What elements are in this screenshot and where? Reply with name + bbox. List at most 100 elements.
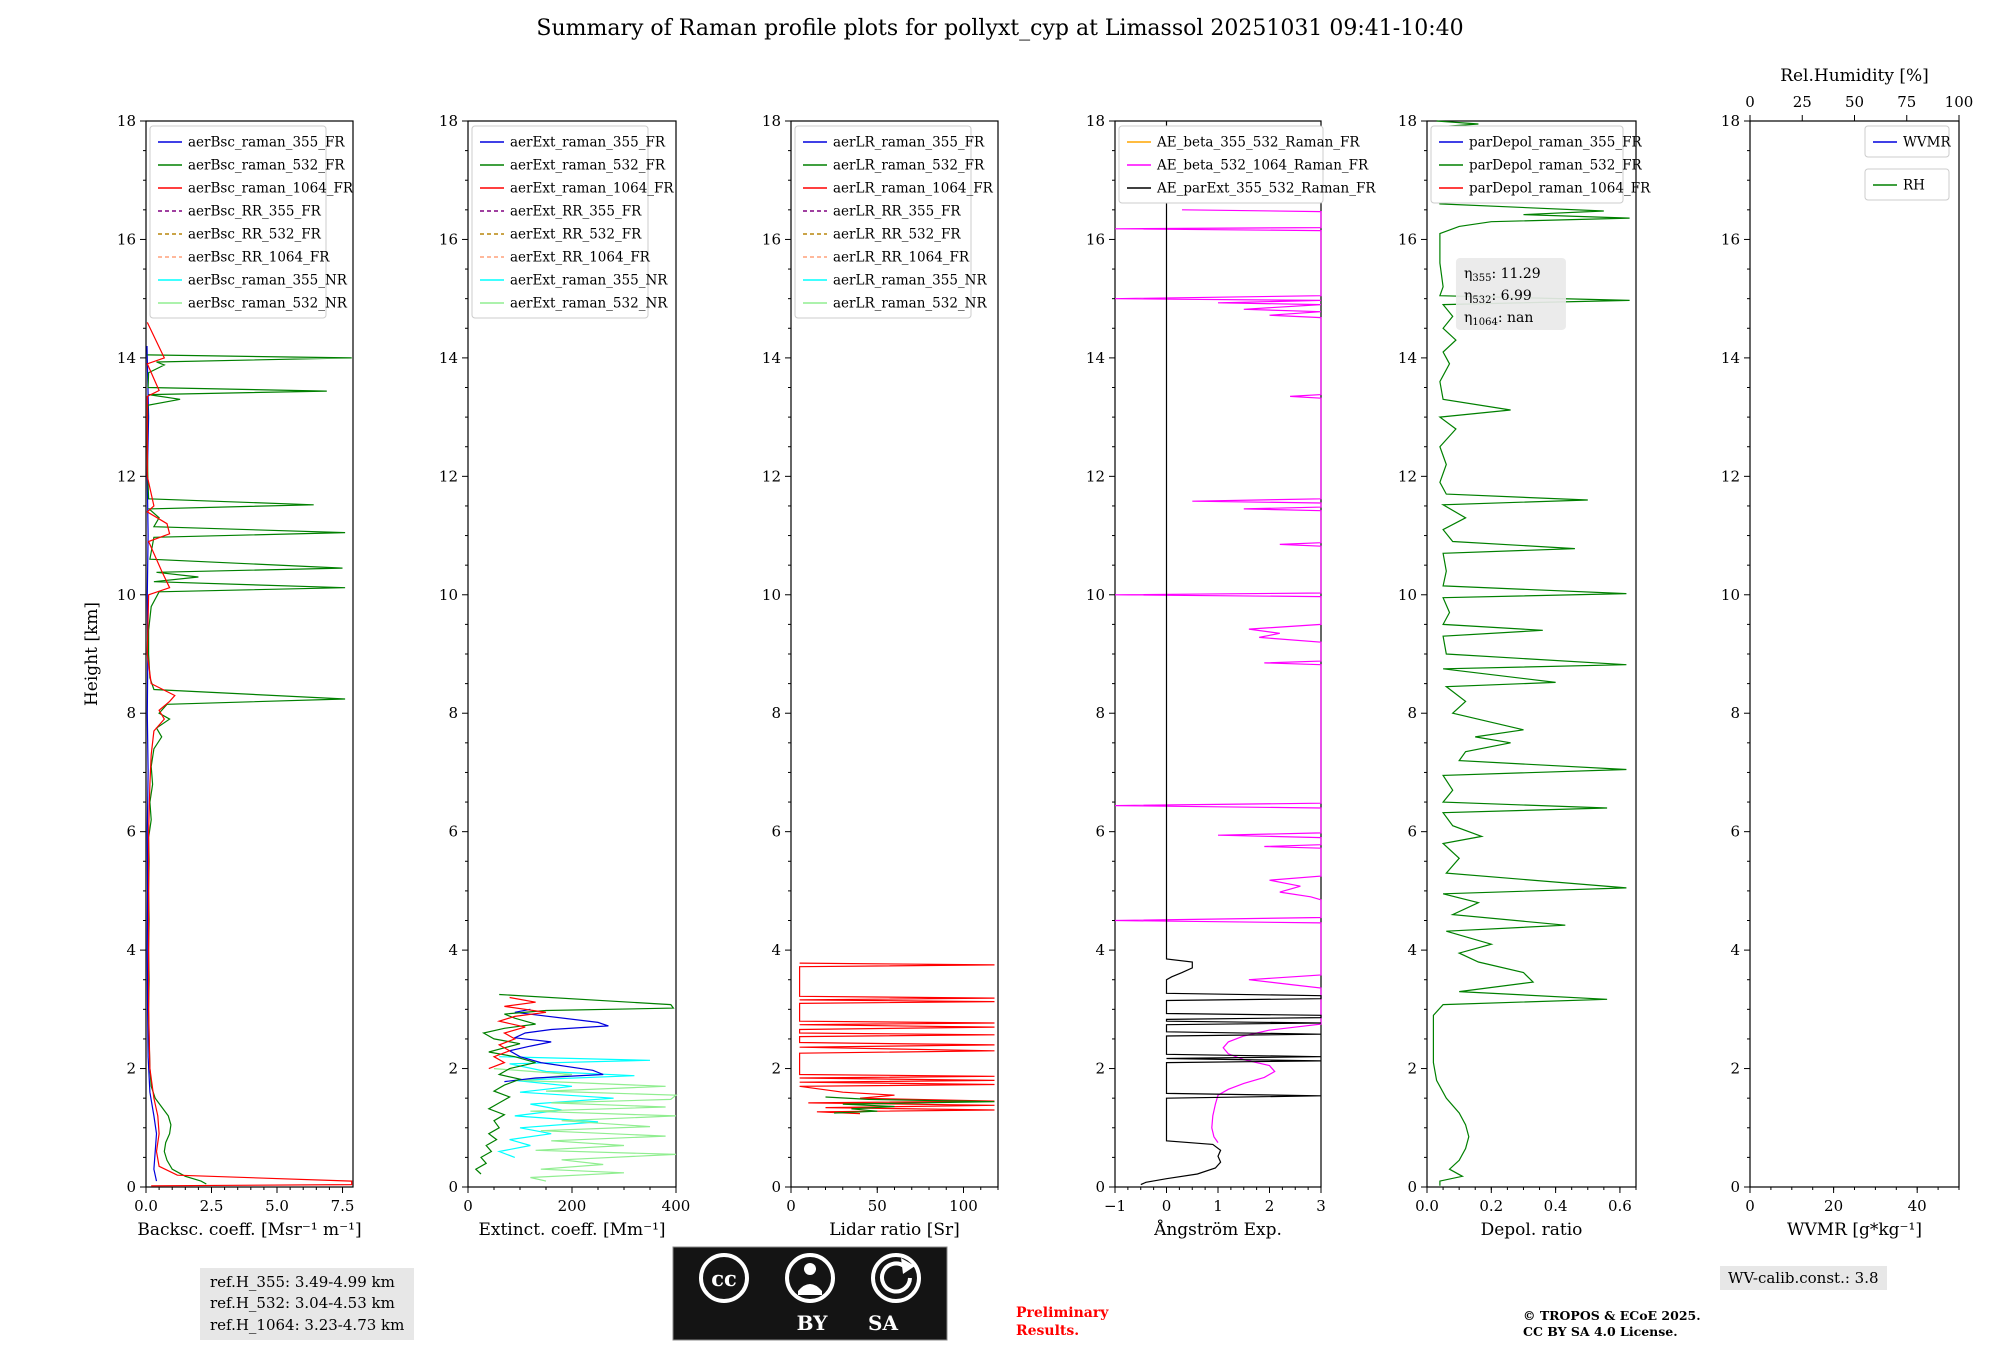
copyright-line-2: CC BY SA 4.0 License.: [1523, 1324, 1678, 1340]
y-tick-label: 4: [1730, 941, 1740, 959]
y-tick-label: 10: [762, 586, 781, 604]
y-tick-label: 4: [771, 941, 781, 959]
by-person-body: [798, 1284, 822, 1295]
sa-label: SA: [868, 1311, 898, 1335]
legend-label: aerBsc_raman_1064_FR: [188, 181, 354, 197]
legend-box: [149, 125, 327, 319]
y-tick-label: 12: [762, 467, 781, 485]
y-tick-label: 18: [1398, 112, 1417, 130]
legend-label: aerLR_raman_1064_FR: [833, 181, 994, 197]
x-tick-label: 0: [1162, 1197, 1172, 1215]
y-tick-label: 4: [448, 941, 458, 959]
y-tick-label: 12: [1086, 467, 1105, 485]
legend-label: parDepol_raman_355_FR: [1469, 135, 1642, 151]
x-tick-label: 100: [949, 1197, 978, 1215]
aerExt_raman_1064_FR-line: [488, 996, 547, 1070]
y-tick-label: 0: [1407, 1178, 1417, 1196]
legend-label: AE_beta_532_1064_Raman_FR: [1156, 158, 1369, 174]
aerExt_raman_355_FR-line: [504, 1008, 609, 1083]
y-tick-label: 16: [762, 230, 781, 248]
y-tick-label: 12: [439, 467, 458, 485]
aerBsc_raman_532_FR-line: [146, 354, 352, 1185]
aerExt_raman_532_FR-line: [474, 993, 675, 1175]
y-tick-label: 4: [1407, 941, 1417, 959]
aerLR_raman_1064_FR-line: [798, 962, 995, 1115]
extinction-panel: 0 2 4 6 8 10 12 14 16 18 0 200 400 Extinct. coeff. [M…: [439, 112, 690, 1240]
eta-annotation-line: η532: 6.99: [1464, 288, 1532, 306]
sa-arrow-head: [901, 1258, 915, 1274]
y-tick-label: 4: [1095, 941, 1105, 959]
by-person-icon: [785, 1253, 835, 1303]
x-tick-label: 0.4: [1544, 1197, 1568, 1215]
x-tick-label: −1: [1104, 1197, 1126, 1215]
legend-label: parDepol_raman_532_FR: [1469, 158, 1642, 174]
x-tick-label: 0: [786, 1197, 796, 1215]
y-tick-label: 10: [117, 586, 136, 604]
y-tick-label: 0: [1095, 1178, 1105, 1196]
depol-panel: 0 2 4 6 8 10 12 14 16 18 0.0 0.2 0.4 0.6 Depol. ratio p…: [1398, 112, 1651, 1240]
y-tick-label: 18: [1086, 112, 1105, 130]
top-tick-label: 0: [1745, 93, 1755, 111]
legend-label: aerBsc_raman_355_FR: [188, 135, 345, 151]
cc-by-sa-badge: cc BY SA: [672, 1246, 948, 1345]
lidar-ratio-panel: 0 2 4 6 8 10 12 14 16 18 0 50 100 Lidar ratio [Sr] aer…: [762, 112, 999, 1240]
y-tick-label: 8: [448, 704, 458, 722]
legend-box: [1864, 168, 1950, 201]
legend-label: WVMR: [1903, 135, 1951, 151]
copyright-note: © TROPOS & ECoE 2025. CC BY SA 4.0 Licen…: [1523, 1308, 1701, 1341]
x-tick-label: 40: [1908, 1197, 1927, 1215]
top-tick-label: 25: [1793, 93, 1812, 111]
cc-icon-text: cc: [711, 1266, 737, 1291]
legend-label: RH: [1903, 178, 1925, 194]
y-tick-label: 14: [1086, 349, 1105, 367]
y-tick-label: 16: [1721, 230, 1740, 248]
legend-label: aerLR_raman_355_NR: [833, 273, 987, 289]
x-tick-label: 200: [558, 1197, 587, 1215]
x-axis-label: Backsc. coeff. [Msr⁻¹ m⁻¹]: [137, 1220, 361, 1240]
y-tick-label: 8: [126, 704, 136, 722]
preliminary-line-1: Preliminary: [1016, 1305, 1109, 1321]
backscatter-panel: 0 2 4 6 8 10 12 14 16 18 0.0 2.5 5.0 7.5 Backsc. coeff…: [82, 112, 362, 1240]
legend-label: aerLR_RR_355_FR: [833, 204, 961, 220]
x-tick-label: 20: [1824, 1197, 1843, 1215]
by-label: BY: [797, 1311, 829, 1335]
y-tick-label: 2: [771, 1060, 781, 1078]
legend-label: aerBsc_RR_532_FR: [188, 227, 322, 243]
legend-label: aerBsc_raman_355_NR: [188, 273, 348, 289]
x-axis-label: Lidar ratio [Sr]: [829, 1220, 959, 1240]
legend-label: aerBsc_RR_1064_FR: [188, 250, 330, 266]
x-tick-label: 7.5: [331, 1197, 355, 1215]
y-tick-label: 14: [1721, 349, 1740, 367]
wv-calib-note: WV-calib.const.: 3.8: [1720, 1266, 1887, 1290]
preliminary-note: Preliminary Results.: [1016, 1305, 1108, 1340]
legend-label: aerBsc_raman_532_NR: [188, 296, 348, 312]
x-tick-label: 400: [662, 1197, 691, 1215]
y-tick-label: 10: [439, 586, 458, 604]
legend-label: aerLR_raman_532_NR: [833, 296, 987, 312]
legend-label: aerExt_raman_1064_FR: [510, 181, 674, 197]
y-tick-label: 14: [439, 349, 458, 367]
ref-h-355: ref.H_355: 3.49-4.99 km: [210, 1273, 395, 1291]
x-tick-label: 1: [1213, 1197, 1223, 1215]
legend-label: aerLR_RR_532_FR: [833, 227, 961, 243]
wvmr-panel: 0 2 4 6 8 10 12 14 16 18 0 20 40 WVMR [g*kg⁻¹] 0 25 50 75…: [1721, 66, 1973, 1240]
legend-label: aerExt_RR_532_FR: [510, 227, 642, 243]
top-tick-label: 75: [1897, 93, 1916, 111]
x-tick-label: 3: [1316, 1197, 1326, 1215]
sa-arrow-icon: [871, 1253, 921, 1303]
y-tick-label: 0: [771, 1178, 781, 1196]
y-tick-label: 6: [126, 823, 136, 841]
legend-label: aerExt_raman_355_FR: [510, 135, 666, 151]
aerExt_raman_355_NR-line: [497, 1056, 651, 1158]
y-tick-label: 14: [117, 349, 136, 367]
aerBsc_raman_355_FR-line: [146, 345, 158, 1182]
x-tick-label: 0.0: [134, 1197, 158, 1215]
y-tick-label: 14: [1398, 349, 1417, 367]
y-tick-label: 2: [1407, 1060, 1417, 1078]
by-person-head: [804, 1263, 816, 1275]
y-tick-label: 2: [1730, 1060, 1740, 1078]
y-tick-label: 10: [1721, 586, 1740, 604]
top-axis-label: Rel.Humidity [%]: [1780, 66, 1929, 86]
